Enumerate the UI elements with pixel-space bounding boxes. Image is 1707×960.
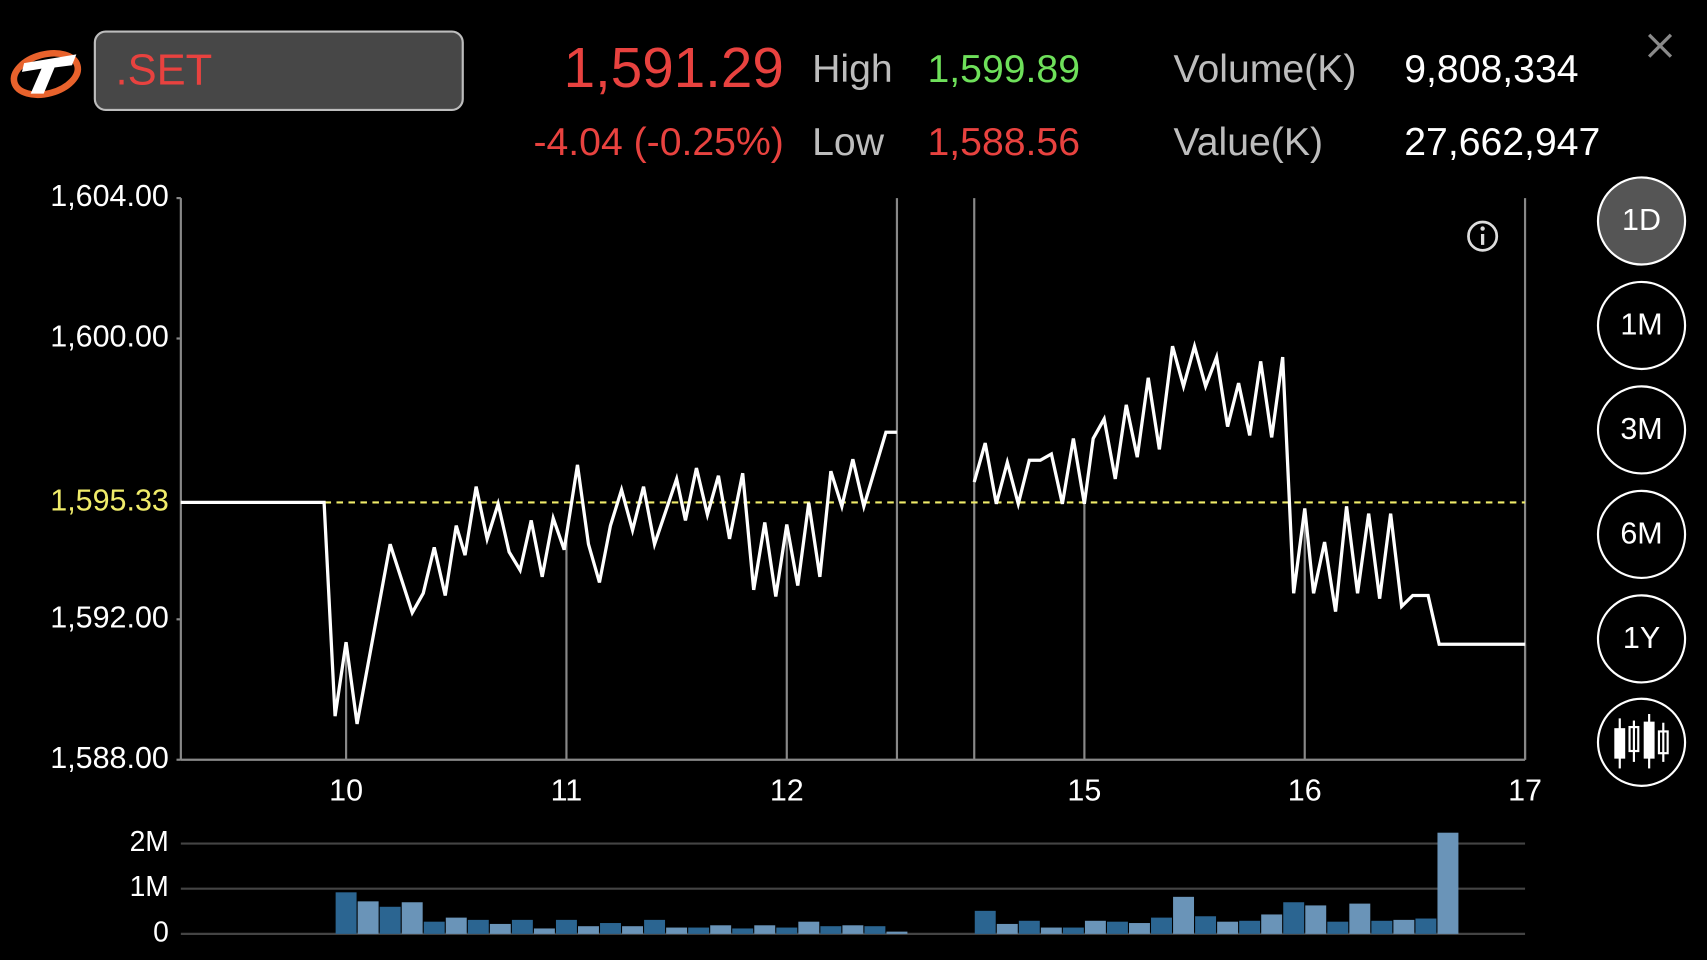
y-tick-label: 1,592.00 [50, 600, 169, 634]
volume-bar [622, 926, 644, 934]
volume-bar [600, 923, 621, 934]
price-line [180, 430, 897, 725]
volume-bar [798, 921, 820, 934]
value-label: Value(K) [1174, 121, 1324, 164]
high: 1,599.89 [928, 48, 1080, 91]
volume-bar [1195, 916, 1217, 934]
period-buttons: 1D 1M 3M 6M 1Y [1596, 176, 1687, 684]
volume-bar [511, 919, 533, 934]
candlestick-button[interactable] [1596, 697, 1687, 787]
volume-bar [467, 919, 489, 934]
period-button[interactable] [1596, 176, 1687, 266]
x-tick-label: 12 [770, 773, 804, 807]
y-tick-label: 0 [153, 915, 169, 947]
volume-bar [820, 926, 842, 934]
volume-bar [1283, 902, 1305, 934]
volume-bar [666, 927, 688, 934]
volume-bar [1239, 920, 1261, 934]
volume-bar [1018, 920, 1040, 934]
volume-bar [644, 919, 666, 934]
volume-bar [1371, 920, 1393, 934]
volume-bar [489, 923, 511, 934]
volume: 9,808,334 [1404, 48, 1578, 91]
y-tick-label: 1M [130, 870, 169, 902]
volume-bar [974, 910, 996, 934]
volume-bar [996, 923, 1018, 934]
volume-bar [335, 892, 357, 934]
volume-bar [1327, 921, 1349, 934]
volume-bar [1415, 918, 1437, 934]
logo [10, 50, 82, 99]
close-button[interactable] [1647, 33, 1673, 58]
symbol[interactable]: .SET [116, 46, 213, 94]
volume-bar [445, 917, 467, 934]
volume-bar [1151, 917, 1172, 934]
volume-bar [688, 927, 710, 934]
change: -4.04 (-0.25%) [533, 121, 783, 164]
volume-bar [1040, 927, 1062, 934]
period-label[interactable]: 1M [1620, 308, 1662, 342]
volume-bar [886, 931, 908, 934]
volume-bar [1305, 905, 1327, 934]
x-tick-label: 17 [1508, 773, 1542, 807]
volume-bar [864, 926, 886, 934]
volume-bar [842, 925, 864, 934]
reference-label: 1,595.33 [50, 483, 169, 517]
x-tick-label: 10 [329, 773, 363, 807]
period-button[interactable] [1596, 280, 1687, 371]
volume-bar [555, 919, 577, 934]
y-tick-label: 1,604.00 [50, 179, 169, 213]
period-label[interactable]: 1Y [1623, 621, 1660, 655]
volume-bar [401, 902, 423, 934]
volume-bar [1062, 927, 1084, 934]
volume-bar [732, 928, 754, 934]
volume-label: Volume(K) [1174, 48, 1357, 91]
volume-bar [533, 928, 555, 934]
last-price: 1,591.29 [564, 36, 784, 99]
volume-bar [577, 926, 599, 934]
period-button[interactable] [1596, 489, 1687, 580]
volume-bar [1217, 921, 1239, 934]
low: 1,588.56 [928, 121, 1080, 164]
volume-bar [1084, 920, 1106, 934]
x-tick-label: 15 [1067, 773, 1101, 807]
volume-bar [357, 901, 379, 934]
volume-bar [1173, 896, 1195, 934]
value: 27,662,947 [1404, 121, 1600, 164]
symbol-box[interactable] [93, 30, 464, 112]
period-label[interactable]: 6M [1620, 517, 1662, 551]
high-label: High [812, 48, 893, 91]
period-button[interactable] [1596, 385, 1687, 475]
volume-bar [423, 921, 445, 934]
low-label: Low [812, 121, 885, 164]
volume-bar [776, 927, 798, 934]
volume-bar [710, 925, 732, 934]
volume-bar [1261, 914, 1283, 934]
period-button[interactable] [1596, 594, 1687, 684]
period-label[interactable]: 1D [1622, 203, 1661, 237]
volume-bar [1393, 919, 1415, 934]
x-tick-label: 11 [551, 773, 583, 807]
volume-bar [379, 906, 401, 934]
price-line [972, 340, 1526, 646]
volume-bar [754, 925, 776, 934]
y-tick-label: 1,600.00 [50, 320, 169, 354]
info-icon[interactable] [1467, 220, 1499, 252]
volume-bar [1437, 832, 1459, 934]
period-label[interactable]: 3M [1620, 412, 1662, 446]
volume-bar [1106, 921, 1128, 934]
y-tick-label: 1,588.00 [50, 741, 169, 775]
y-tick-label: 2M [130, 825, 169, 857]
volume-bar [1129, 923, 1150, 934]
x-tick-label: 16 [1288, 773, 1322, 807]
volume-bar [1349, 903, 1371, 934]
